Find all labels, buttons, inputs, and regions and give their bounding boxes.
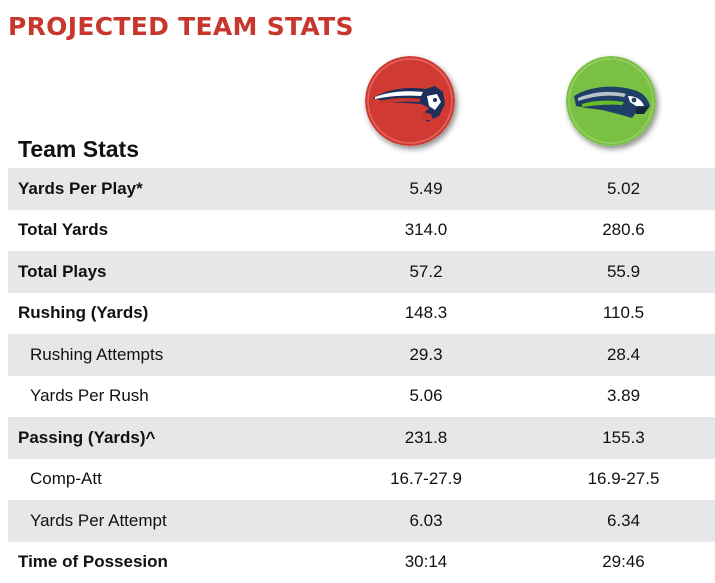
row-label: Yards Per Play* (18, 178, 143, 198)
seahawks-value: 55.9 (606, 261, 641, 281)
table-row: Comp-Att 16.7-27.9 16.9-27.5 (8, 459, 715, 501)
seahawks-value: 3.89 (606, 386, 641, 406)
stats-table: Yards Per Play* 5.49 5.02 Total Yards 314.0 2… (8, 168, 715, 583)
page-title: PROJECTED TEAM STATS (8, 12, 354, 41)
patriots-value: 16.7-27.9 (390, 469, 462, 489)
table-row: Rushing (Yards) 148.3 110.5 (8, 293, 715, 335)
seahawks-value: 280.6 (602, 220, 645, 240)
patriots-value: 29.3 (409, 344, 443, 364)
row-label: Total Plays (18, 261, 107, 281)
seahawks-value: 155.3 (602, 427, 645, 447)
row-label: Rushing (Yards) (18, 303, 149, 323)
seahawks-logo-icon (566, 56, 656, 146)
row-label: Time of Possesion (18, 552, 168, 572)
patriots-logo (365, 56, 455, 146)
seahawks-value: 6.34 (606, 510, 641, 530)
table-row: Total Plays 57.2 55.9 (8, 251, 715, 293)
patriots-value: 5.49 (409, 178, 443, 198)
patriots-value: 5.06 (409, 386, 443, 406)
patriots-value: 314.0 (404, 220, 448, 240)
row-label: Yards Per Rush (30, 386, 149, 406)
table-row: Rushing Attempts 29.3 28.4 (8, 334, 715, 376)
table-row: Time of Possesion 30:14 29:46 (8, 542, 715, 583)
patriots-value: 231.8 (404, 427, 448, 447)
patriots-value: 148.3 (404, 303, 448, 323)
table-row: Passing (Yards)^ 231.8 155.3 (8, 417, 715, 459)
seahawks-value: 28.4 (606, 344, 641, 364)
table-row: Total Yards 314.0 280.6 (8, 210, 715, 252)
row-label: Comp-Att (30, 469, 102, 489)
table-row: Yards Per Play* 5.49 5.02 (8, 168, 715, 210)
seahawks-value: 16.9-27.5 (587, 469, 660, 489)
row-label: Total Yards (18, 220, 109, 240)
table-row: Yards Per Rush 5.06 3.89 (8, 376, 715, 418)
section-title: Team Stats (18, 136, 140, 162)
row-label: Yards Per Attempt (30, 510, 167, 530)
table-row: Yards Per Attempt 6.03 6.34 (8, 500, 715, 542)
patriots-value: 30:14 (404, 552, 448, 572)
seahawks-value: 110.5 (602, 303, 645, 323)
row-label: Rushing Attempts (30, 344, 164, 364)
row-label: Passing (Yards)^ (18, 427, 156, 447)
seahawks-logo (566, 56, 656, 146)
seahawks-value: 5.02 (606, 178, 641, 198)
patriots-value: 57.2 (409, 261, 443, 281)
patriots-logo-icon (365, 56, 455, 146)
seahawks-value: 29:46 (602, 552, 645, 572)
patriots-value: 6.03 (409, 510, 443, 530)
